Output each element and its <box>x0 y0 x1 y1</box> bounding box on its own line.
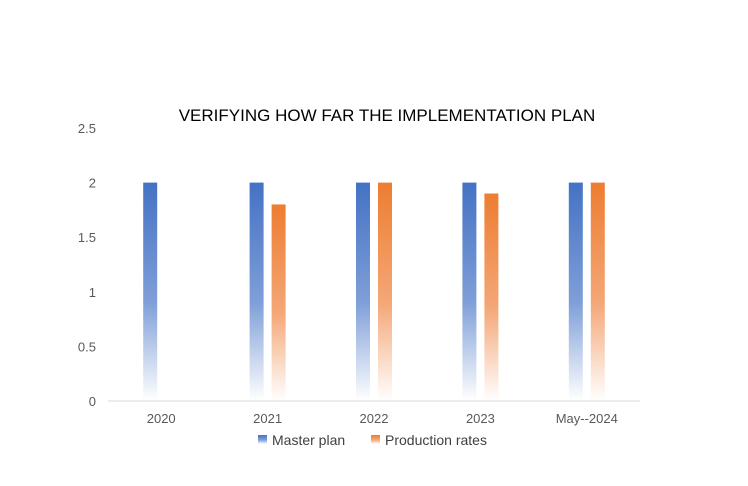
bar-master-plan-3 <box>462 182 477 401</box>
legend-swatch-master-plan <box>258 435 267 444</box>
x-axis-ticks: 2020 2021 2022 2023 May--2024 <box>147 411 618 426</box>
y-tick-label: 0.5 <box>78 339 96 354</box>
bar-master-plan-0 <box>143 182 158 401</box>
bar-master-plan-2 <box>356 182 370 401</box>
legend-swatch-production-rates <box>371 435 380 444</box>
x-tick-label: 2020 <box>147 411 176 426</box>
x-tick-label: 2022 <box>360 411 389 426</box>
x-tick-label: May--2024 <box>556 411 618 426</box>
y-tick-label: 1 <box>89 285 96 300</box>
bar-production-rates-2 <box>378 182 392 401</box>
legend-label-production-rates: Production rates <box>385 432 487 448</box>
y-tick-label: 0 <box>89 394 96 409</box>
bar-master-plan-4 <box>568 182 583 401</box>
legend-label-master-plan: Master plan <box>272 432 345 448</box>
bar-master-plan-1 <box>249 182 264 401</box>
y-axis-ticks: 0 0.5 1 1.5 2 2.5 <box>78 121 96 409</box>
chart-title: VERIFYING HOW FAR THE IMPLEMENTATION PLA… <box>179 106 596 125</box>
y-tick-label: 1.5 <box>78 230 96 245</box>
y-tick-label: 2 <box>89 176 96 191</box>
x-tick-label: 2021 <box>253 411 282 426</box>
bar-production-rates-1 <box>271 204 286 401</box>
bar-production-rates-4 <box>590 182 605 401</box>
legend: Master plan Production rates <box>258 432 487 448</box>
y-tick-label: 2.5 <box>78 121 96 136</box>
bar-production-rates-3 <box>484 193 499 401</box>
x-tick-label: 2023 <box>466 411 495 426</box>
bars <box>143 182 605 401</box>
